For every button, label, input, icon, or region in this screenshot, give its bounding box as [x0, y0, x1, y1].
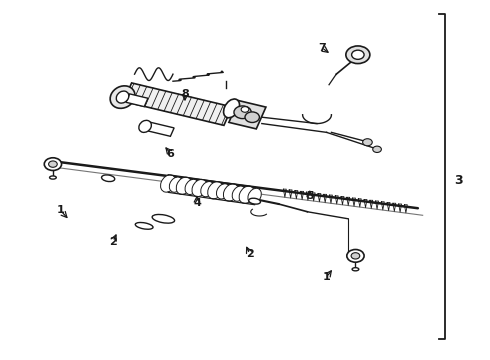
Text: 7: 7 — [318, 43, 326, 53]
Ellipse shape — [232, 186, 245, 201]
Ellipse shape — [116, 91, 129, 103]
Text: 1: 1 — [56, 205, 64, 215]
Text: 6: 6 — [167, 149, 174, 158]
Text: 2: 2 — [109, 237, 117, 247]
Ellipse shape — [170, 177, 183, 192]
Ellipse shape — [135, 222, 153, 229]
Ellipse shape — [352, 268, 359, 271]
Circle shape — [241, 107, 249, 112]
Circle shape — [346, 46, 370, 64]
Ellipse shape — [223, 99, 240, 118]
Ellipse shape — [161, 175, 176, 192]
Polygon shape — [143, 121, 174, 136]
Ellipse shape — [185, 179, 198, 194]
Circle shape — [363, 139, 372, 146]
Circle shape — [347, 249, 364, 262]
Text: 8: 8 — [181, 89, 189, 99]
Text: 5: 5 — [306, 191, 314, 201]
Circle shape — [351, 253, 360, 259]
Polygon shape — [123, 83, 232, 125]
Ellipse shape — [223, 184, 239, 201]
Polygon shape — [126, 94, 148, 107]
Ellipse shape — [152, 215, 174, 223]
Text: 3: 3 — [454, 174, 463, 186]
Text: 1: 1 — [323, 272, 331, 282]
Ellipse shape — [208, 182, 223, 199]
Ellipse shape — [101, 175, 115, 181]
Text: 4: 4 — [193, 198, 201, 208]
Polygon shape — [229, 100, 266, 129]
Ellipse shape — [248, 188, 261, 203]
Text: 2: 2 — [246, 249, 254, 259]
Ellipse shape — [192, 179, 207, 197]
Ellipse shape — [110, 86, 135, 108]
Ellipse shape — [217, 184, 230, 199]
Circle shape — [352, 50, 364, 59]
Ellipse shape — [139, 120, 151, 132]
Ellipse shape — [201, 181, 214, 197]
Ellipse shape — [249, 198, 261, 204]
Circle shape — [234, 106, 251, 118]
Ellipse shape — [239, 186, 254, 203]
Circle shape — [373, 146, 381, 153]
Circle shape — [245, 112, 259, 122]
Circle shape — [49, 161, 57, 167]
Ellipse shape — [176, 177, 192, 194]
Ellipse shape — [49, 176, 56, 179]
Circle shape — [44, 158, 62, 171]
